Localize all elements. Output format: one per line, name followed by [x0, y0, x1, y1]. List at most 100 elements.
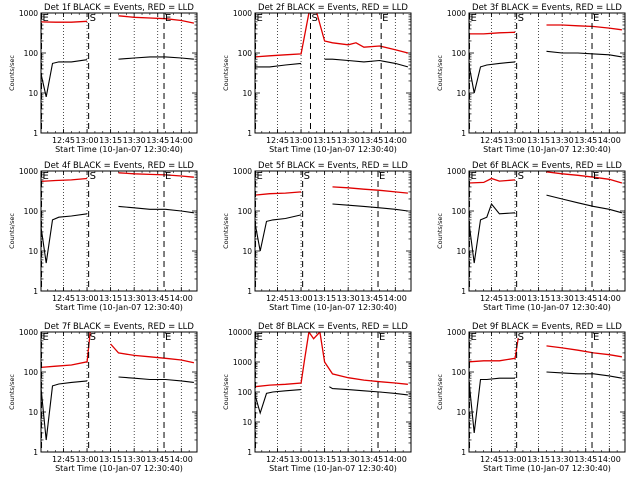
lld-series-line [41, 172, 194, 183]
y-axis-label: Counts/sec [222, 374, 230, 410]
x-tick-label: 13:15 [313, 136, 336, 145]
lld-series-line [255, 332, 408, 388]
x-tick-label: 13:15 [313, 455, 336, 464]
x-tick-label: 14:00 [598, 136, 621, 145]
chart-panel-9: Det 9f BLACK = Events, RED = LLD Counts/s… [436, 322, 626, 473]
x-tick-label: 13:00 [76, 294, 99, 303]
x-tick-label: 12:45 [266, 455, 289, 464]
y-axis-label: Counts/sec [222, 55, 230, 91]
plot-frame [40, 331, 198, 453]
x-tick-label: 13:00 [504, 294, 527, 303]
x-tick-label: 13:45 [146, 136, 169, 145]
lld-series-line [41, 332, 195, 369]
y-tick-label: 100 [24, 49, 39, 58]
y-tick-label: 1000 [233, 167, 252, 176]
y-tick-label: 1 [247, 129, 252, 138]
marker-label-s: S [518, 332, 524, 343]
y-tick-label: 1 [247, 287, 252, 296]
x-tick-label: 13:15 [527, 136, 550, 145]
x-tick-label: 12:45 [480, 136, 503, 145]
x-tick-label: 14:00 [598, 294, 621, 303]
x-tick-label: 13:15 [99, 136, 122, 145]
marker-label-e: E [165, 13, 171, 24]
x-tick-label: 12:45 [52, 136, 75, 145]
y-tick-label: 10 [28, 89, 38, 98]
events-series-line [255, 58, 409, 68]
plot-frame [40, 12, 198, 134]
x-axis-label: Start Time (10-Jan-07 12:30:40) [55, 464, 183, 473]
x-tick-label: 13:15 [313, 294, 336, 303]
y-tick-label: 100 [238, 207, 253, 216]
x-tick-label: 14:00 [170, 136, 193, 145]
events-series-line [41, 376, 194, 441]
y-axis-label: Counts/sec [8, 213, 16, 249]
x-tick-label: 13:30 [123, 455, 146, 464]
x-tick-label: 13:45 [574, 455, 597, 464]
y-tick-label: 1000 [233, 358, 252, 367]
chart-title: Det 5f BLACK = Events, RED = LLD [258, 161, 408, 171]
x-tick-label: 12:45 [480, 294, 503, 303]
marker-label-e: E [43, 171, 49, 182]
x-tick-label: 13:00 [290, 294, 313, 303]
y-tick-label: 1000 [19, 167, 38, 176]
marker-label-e: E [257, 13, 263, 24]
x-tick-label: 13:00 [504, 455, 527, 464]
y-tick-label: 10 [242, 418, 252, 427]
x-tick-label: 14:00 [384, 136, 407, 145]
plot-frame [468, 331, 626, 453]
y-tick-label: 1 [33, 129, 38, 138]
x-tick-label: 12:45 [52, 455, 75, 464]
y-tick-label: 10 [456, 89, 466, 98]
y-tick-label: 10000 [228, 328, 252, 337]
y-tick-label: 1 [461, 129, 466, 138]
y-tick-label: 100 [24, 207, 39, 216]
marker-label-e: E [165, 171, 171, 182]
x-tick-label: 13:30 [337, 136, 360, 145]
marker-label-e: E [471, 13, 477, 24]
marker-label-e: E [379, 332, 385, 343]
marker-label-e: E [43, 332, 49, 343]
marker-label-e: E [593, 332, 599, 343]
events-series-line [41, 56, 194, 98]
marker-label-s: S [90, 332, 96, 343]
marker-label-s: S [311, 13, 317, 24]
lld-series-line [255, 13, 409, 58]
chart-panel-2: Det 2f BLACK = Events, RED = LLD Counts/s… [222, 3, 412, 154]
lld-series-line [469, 338, 623, 363]
x-tick-label: 12:45 [266, 136, 289, 145]
x-tick-label: 13:00 [290, 455, 313, 464]
y-tick-label: 1 [33, 448, 38, 457]
y-axis-label: Counts/sec [8, 374, 16, 410]
x-tick-label: 13:00 [504, 136, 527, 145]
y-tick-label: 1 [461, 287, 466, 296]
y-tick-label: 100 [452, 49, 467, 58]
x-tick-label: 13:30 [551, 136, 574, 145]
x-tick-label: 13:30 [123, 294, 146, 303]
x-tick-label: 13:00 [76, 455, 99, 464]
y-tick-label: 10 [28, 247, 38, 256]
x-axis-label: Start Time (10-Jan-07 12:30:40) [55, 303, 183, 312]
y-axis-label: Counts/sec [8, 55, 16, 91]
x-tick-label: 13:45 [146, 294, 169, 303]
y-tick-label: 100 [238, 49, 253, 58]
lld-series-line [41, 15, 195, 24]
x-axis-label: Start Time (10-Jan-07 12:30:40) [269, 303, 397, 312]
x-tick-label: 13:30 [337, 294, 360, 303]
x-tick-label: 13:15 [99, 455, 122, 464]
marker-label-e: E [43, 13, 49, 24]
y-tick-label: 1000 [19, 9, 38, 18]
plot-frame [254, 170, 412, 292]
x-tick-label: 12:45 [52, 294, 75, 303]
x-tick-label: 13:15 [99, 294, 122, 303]
plot-frame [468, 170, 626, 292]
y-tick-label: 1000 [19, 328, 38, 337]
marker-label-s: S [518, 171, 524, 182]
chart-title: Det 6f BLACK = Events, RED = LLD [472, 161, 622, 171]
y-tick-label: 100 [24, 368, 39, 377]
marker-label-e: E [257, 171, 263, 182]
x-axis-label: Start Time (10-Jan-07 12:30:40) [483, 464, 611, 473]
y-axis-label: Counts/sec [222, 213, 230, 249]
events-series-line [469, 371, 622, 433]
chart-panel-6: Det 6f BLACK = Events, RED = LLD Counts/s… [436, 161, 626, 312]
